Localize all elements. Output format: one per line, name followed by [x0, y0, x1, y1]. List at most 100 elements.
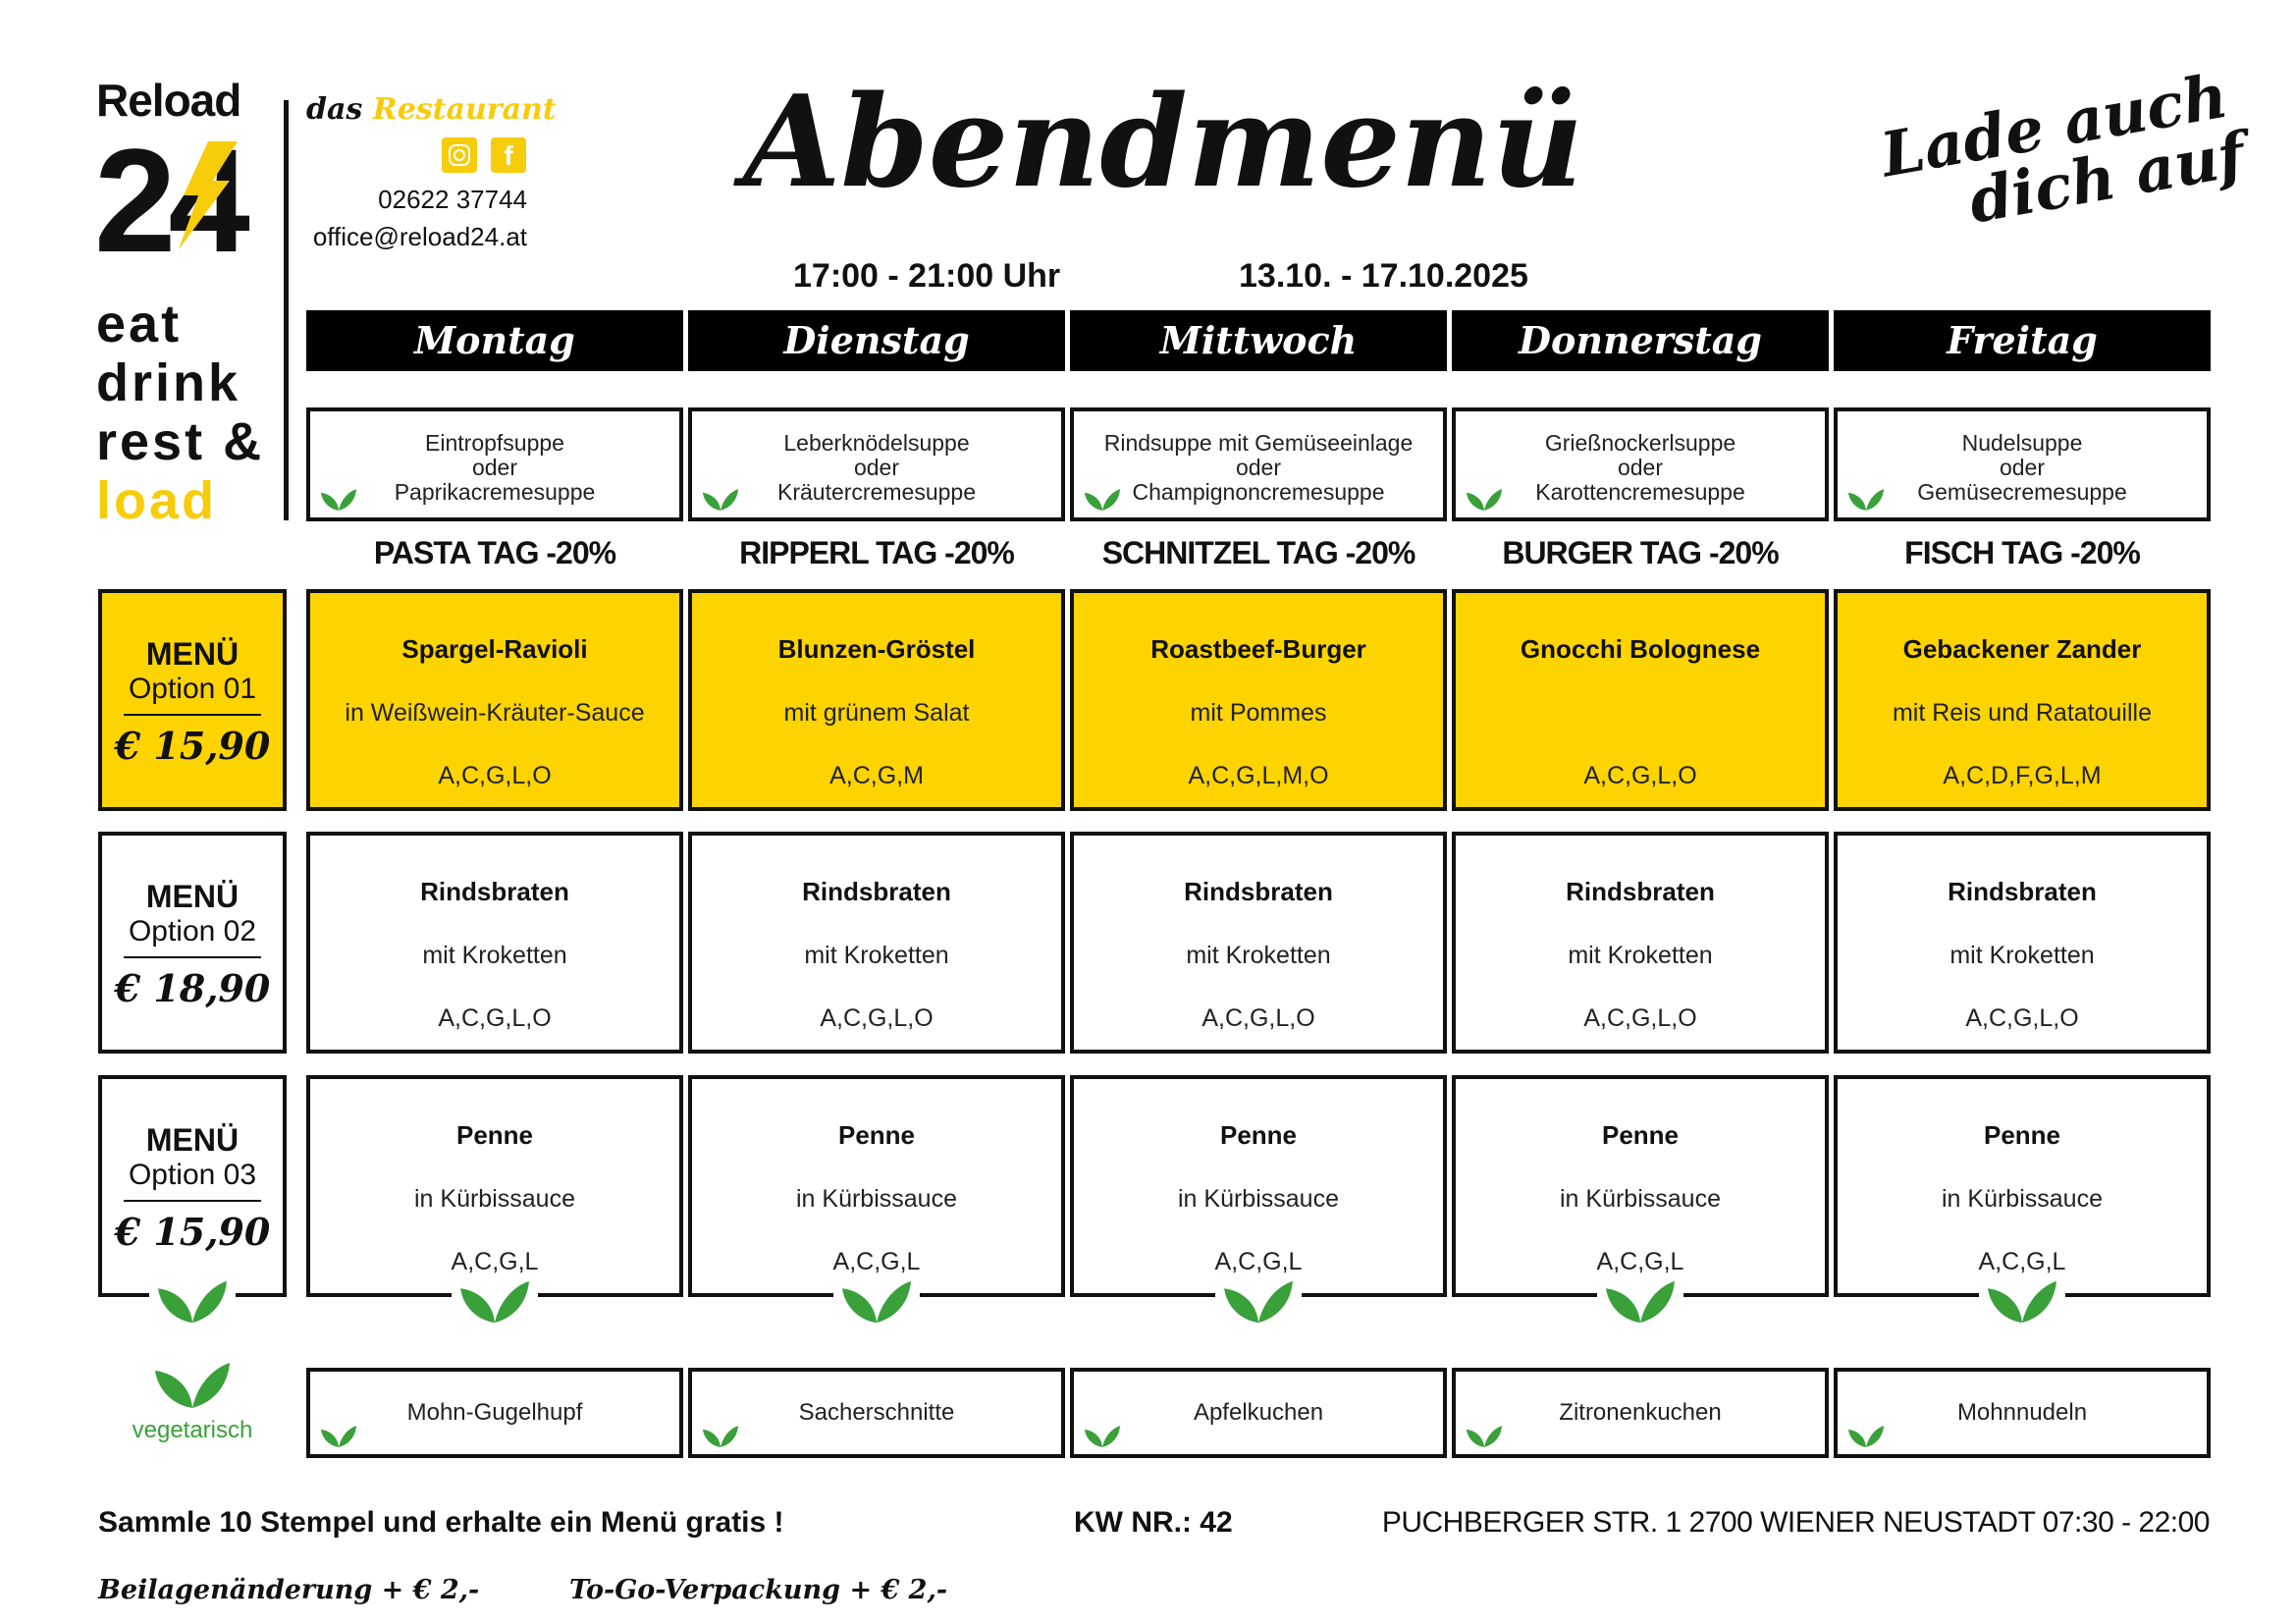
dessert-name: Mohnnudeln	[1956, 1399, 2088, 1426]
leaf-icon	[149, 1279, 236, 1325]
leaf-icon	[1979, 1279, 2065, 1325]
option-label: Option 02	[128, 915, 257, 947]
dish-name: Penne	[1219, 1120, 1298, 1150]
menu-label: MENÜ	[145, 1122, 240, 1158]
dish-allergens: A,C,G,L,O	[438, 1004, 552, 1032]
dish-name: Penne	[837, 1120, 916, 1150]
dish-allergens: A,C,G,L,M,O	[1188, 762, 1329, 789]
email-address: office@reload24.at	[312, 222, 527, 251]
dish-side: mit Kroketten	[1949, 942, 2095, 969]
dish-allergens: A,C,D,F,G,L,M	[1943, 762, 2102, 789]
dish-name: Penne	[1983, 1120, 2061, 1150]
separator	[124, 1200, 261, 1202]
day-header-3: Donnerstag	[1452, 310, 1829, 371]
menu-label: MENÜ	[145, 636, 240, 672]
leaf-icon	[320, 488, 357, 512]
dish-allergens: A,C,G,L,O	[1201, 1004, 1315, 1032]
dish-allergens: A,C,G,L	[451, 1248, 539, 1275]
togo-fee: To-Go-Verpackung + € 2,-	[569, 1575, 948, 1605]
soup-1: Nudelsuppe	[1961, 430, 2083, 456]
dish-allergens: A,C,G,M	[829, 762, 924, 789]
soup-or: oder	[853, 455, 900, 480]
dessert-box: Mohnnudeln	[1834, 1368, 2211, 1458]
dish-allergens: A,C,G,L	[1214, 1248, 1303, 1275]
menu-price: € 15,90	[114, 1210, 271, 1254]
dish-name: Rindsbraten	[1184, 877, 1333, 906]
dish-side: in Weißwein-Kräuter-Sauce	[345, 699, 645, 727]
day-special-tag: SCHNITZEL TAG -20%	[1101, 535, 1416, 570]
dish-allergens: A,C,G,L,O	[1583, 762, 1697, 789]
leaf-icon	[702, 1425, 739, 1448]
date-range: 13.10. - 17.10.2025	[1239, 257, 1528, 295]
day-header-2: Mittwoch	[1070, 310, 1447, 371]
logo-reload-text: Reload	[96, 75, 241, 126]
dish-name: Blunzen-Gröstel	[777, 634, 976, 664]
dish-side: mit Kroketten	[422, 942, 567, 969]
dish-allergens: A,C,G,L,O	[820, 1004, 934, 1032]
menu-option-2: MENÜ Option 02 € 18,90	[98, 832, 287, 1054]
day-header-0: Montag	[306, 310, 683, 371]
dish-allergens: A,C,G,L	[1596, 1248, 1684, 1275]
soup-box: Eintropfsuppe oder Paprikacremesuppe	[306, 407, 683, 521]
menu-cell: Rindsbraten mit Kroketten A,C,G,L,O	[1452, 832, 1829, 1054]
dish-side: in Kürbissauce	[796, 1185, 957, 1213]
leaf-icon	[1084, 488, 1121, 512]
leaf-icon	[1466, 1425, 1503, 1448]
tagline-drink: drink	[96, 353, 241, 412]
dish-name: Gnocchi Bolognese	[1520, 634, 1761, 664]
dessert-name: Mohn-Gugelhupf	[406, 1399, 583, 1426]
dish-side: mit Kroketten	[804, 942, 949, 969]
menu-option-3: MENÜ Option 03 € 15,90	[98, 1075, 287, 1325]
instagram-icon	[442, 137, 477, 173]
soup-2: Champignoncremesuppe	[1132, 479, 1385, 505]
dish-side: mit grünem Salat	[783, 699, 970, 727]
day-header-1: Dienstag	[688, 310, 1065, 371]
soup-1: Leberknödelsuppe	[783, 430, 970, 456]
dish-allergens: A,C,G,L	[1978, 1248, 2066, 1275]
leaf-icon	[320, 1425, 357, 1448]
menu-price: € 18,90	[114, 966, 271, 1010]
menu-cell: Gnocchi Bolognese A,C,G,L,O	[1452, 589, 1829, 811]
tagline: eat drink rest & load	[96, 295, 264, 530]
soup-box: Rindsuppe mit Gemüseeinlage oder Champigno…	[1070, 407, 1447, 521]
dessert-name: Sacherschnitte	[798, 1399, 955, 1426]
menu-cell: Roastbeef-Burger mit Pommes A,C,G,L,M,O	[1070, 589, 1447, 811]
menu-cell: Penne in Kürbissauce A,C,G,L	[688, 1075, 1065, 1325]
menu-price: € 15,90	[114, 724, 271, 768]
dessert-box: Apfelkuchen	[1070, 1368, 1447, 1458]
menu-label: MENÜ	[145, 879, 240, 914]
leaf-icon	[702, 488, 739, 512]
menu-option-1: MENÜ Option 01 € 15,90	[98, 589, 287, 811]
dish-name: Rindsbraten	[1566, 877, 1715, 906]
dish-side: mit Reis und Ratatouille	[1892, 699, 2152, 727]
leaf-icon	[155, 1363, 230, 1408]
soup-2: Paprikacremesuppe	[394, 479, 596, 505]
day-name: Freitag	[1834, 310, 2211, 371]
day-name: Donnerstag	[1452, 310, 1829, 371]
day-name: Montag	[306, 310, 683, 371]
day-header-4: Freitag	[1834, 310, 2211, 371]
leaf-icon	[1466, 488, 1503, 512]
menu-cell: Penne in Kürbissauce A,C,G,L	[306, 1075, 683, 1325]
menu-cell: Spargel-Ravioli in Weißwein-Kräuter-Sauce…	[306, 589, 683, 811]
facebook-icon: f	[491, 137, 526, 173]
dessert-box: Mohn-Gugelhupf	[306, 1368, 683, 1458]
opening-time: 17:00 - 21:00 Uhr	[793, 257, 1061, 295]
phone-number: 02622 37744	[378, 185, 527, 214]
page-title: Abendmenü	[743, 69, 1583, 216]
menu-cell: Penne in Kürbissauce A,C,G,L	[1070, 1075, 1447, 1325]
leaf-icon	[833, 1279, 920, 1325]
restaurant-text: Restaurant	[372, 92, 557, 127]
leaf-icon	[1847, 488, 1885, 512]
address-hours: PUCHBERGER STR. 1 2700 WIENER NEUSTADT 0…	[1381, 1506, 2211, 1539]
menu-cell: Penne in Kürbissauce A,C,G,L	[1834, 1075, 2211, 1325]
dish-side: in Kürbissauce	[414, 1185, 575, 1213]
tagline-rest: rest &	[96, 412, 265, 471]
leaf-icon	[1215, 1279, 1302, 1325]
soup-1: Grießnockerlsuppe	[1544, 430, 1736, 456]
lightning-bolt-icon	[179, 141, 238, 249]
day-special-tag: FISCH TAG -20%	[1904, 535, 2141, 570]
soup-box: Leberknödelsuppe oder Kräutercremesuppe	[688, 407, 1065, 521]
soup-1: Rindsuppe mit Gemüseeinlage	[1103, 430, 1414, 456]
separator	[124, 714, 261, 716]
